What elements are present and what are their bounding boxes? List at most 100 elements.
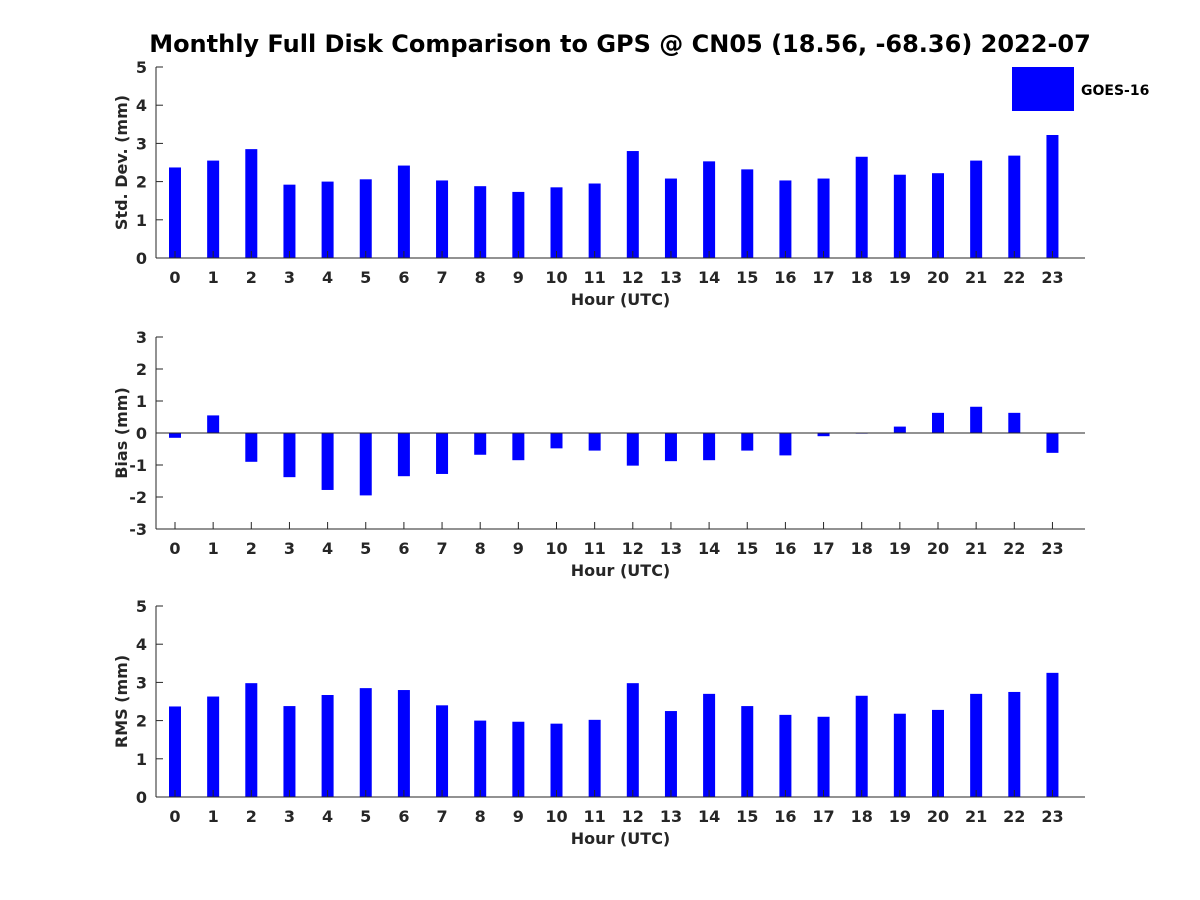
bias-bar-15 [741,433,754,451]
std-dev-xtick-label: 20 [927,268,949,287]
rms-xtick-label: 5 [360,807,371,826]
std-dev-xtick-label: 4 [322,268,333,287]
rms-bar-3 [283,706,296,797]
rms-y-axis-label: RMS (mm) [112,655,131,748]
bias-xtick-label: 14 [698,539,720,558]
std-dev-xtick-label: 13 [660,268,682,287]
rms-ytick-label: 4 [136,635,147,654]
bias-bar-8 [474,433,487,455]
std-dev-xtick-label: 14 [698,268,720,287]
std-dev-bar-19 [893,174,906,258]
bias-bar-9 [512,433,525,461]
std-dev-bar-5 [359,179,372,258]
std-dev-xtick-label: 21 [965,268,987,287]
bias-xtick-label: 8 [475,539,486,558]
std-dev-ytick-label: 5 [136,58,147,77]
legend-label-goes16: GOES-16 [1081,83,1149,99]
std-dev-bar-12 [626,151,639,258]
rms-xtick-label: 3 [284,807,295,826]
bias-xtick-label: 18 [851,539,873,558]
bias-xtick-label: 11 [584,539,606,558]
std-dev-bar-7 [436,180,449,258]
bias-ytick-label: 0 [136,424,147,443]
bias-bar-17 [817,433,830,437]
std-dev-xtick-label: 1 [208,268,219,287]
std-dev-xtick-label: 11 [584,268,606,287]
std-dev-y-axis-label: Std. Dev. (mm) [112,95,131,230]
bias-xtick-label: 15 [736,539,758,558]
std-dev-xtick-label: 16 [774,268,796,287]
std-dev-xtick-label: 7 [436,268,447,287]
rms-x-axis-label: Hour (UTC) [571,829,671,848]
rms-bar-22 [1008,691,1021,797]
rms-xtick-label: 21 [965,807,987,826]
rms-xtick-label: 22 [1003,807,1025,826]
std-dev-xtick-label: 3 [284,268,295,287]
rms-bar-7 [436,705,449,797]
rms-ytick-label: 0 [136,788,147,807]
rms-xtick-label: 19 [889,807,911,826]
bias-bar-16 [779,433,792,456]
bias-xtick-label: 20 [927,539,949,558]
bias-xtick-label: 6 [398,539,409,558]
std-dev-xtick-label: 15 [736,268,758,287]
std-dev-xtick-label: 6 [398,268,409,287]
std-dev-ytick-label: 1 [136,211,147,230]
rms-xtick-label: 1 [208,807,219,826]
std-dev-xtick-label: 8 [475,268,486,287]
rms-xtick-label: 16 [774,807,796,826]
std-dev-bar-8 [474,186,487,258]
bias-bar-23 [1046,433,1059,453]
bias-bar-6 [397,433,410,477]
rms-xtick-label: 2 [246,807,257,826]
bias-xtick-label: 21 [965,539,987,558]
rms-bar-16 [779,714,792,797]
bias-bar-3 [283,433,296,478]
rms-xtick-label: 14 [698,807,720,826]
rms-ytick-label: 2 [136,712,147,731]
bias-bar-14 [703,433,716,461]
bias-bar-10 [550,433,563,449]
std-dev-bar-14 [703,161,716,258]
bias-xtick-label: 9 [513,539,524,558]
bias-xtick-label: 19 [889,539,911,558]
bias-xtick-label: 7 [436,539,447,558]
rms-ytick-label: 3 [136,673,147,692]
rms-bar-5 [359,688,372,797]
bias-xtick-label: 4 [322,539,333,558]
std-dev-ytick-label: 3 [136,134,147,153]
bias-ytick-label: -2 [129,488,147,507]
rms-xtick-label: 13 [660,807,682,826]
std-dev-xtick-label: 19 [889,268,911,287]
bias-y-axis-label: Bias (mm) [112,387,131,479]
std-dev-bar-15 [741,169,754,258]
std-dev-ytick-label: 2 [136,173,147,192]
std-dev-bar-2 [245,149,258,258]
bias-xtick-label: 22 [1003,539,1025,558]
bias-xtick-label: 23 [1041,539,1063,558]
rms-xtick-label: 8 [475,807,486,826]
bias-xtick-label: 3 [284,539,295,558]
rms-xtick-label: 10 [545,807,567,826]
rms-bar-1 [207,696,220,797]
chart-title: Monthly Full Disk Comparison to GPS @ CN… [149,30,1091,58]
rms-bar-21 [970,693,983,797]
bias-bar-22 [1008,412,1021,433]
std-dev-bar-4 [321,181,334,258]
rms-bar-20 [932,709,944,797]
rms-bar-0 [169,706,181,797]
rms-bar-2 [245,683,258,797]
bias-x-axis-label: Hour (UTC) [571,561,671,580]
bias-ytick-label: -3 [129,520,147,539]
std-dev-bar-18 [855,156,868,258]
rms-bar-18 [855,695,868,797]
std-dev-bar-6 [397,165,410,258]
rms-ytick-label: 5 [136,597,147,616]
rms-xtick-label: 20 [927,807,949,826]
bias-bar-21 [970,406,983,433]
std-dev-bar-11 [588,183,601,258]
std-dev-bar-22 [1008,155,1021,258]
bias-ytick-label: 3 [136,328,147,347]
bias-xtick-label: 2 [246,539,257,558]
